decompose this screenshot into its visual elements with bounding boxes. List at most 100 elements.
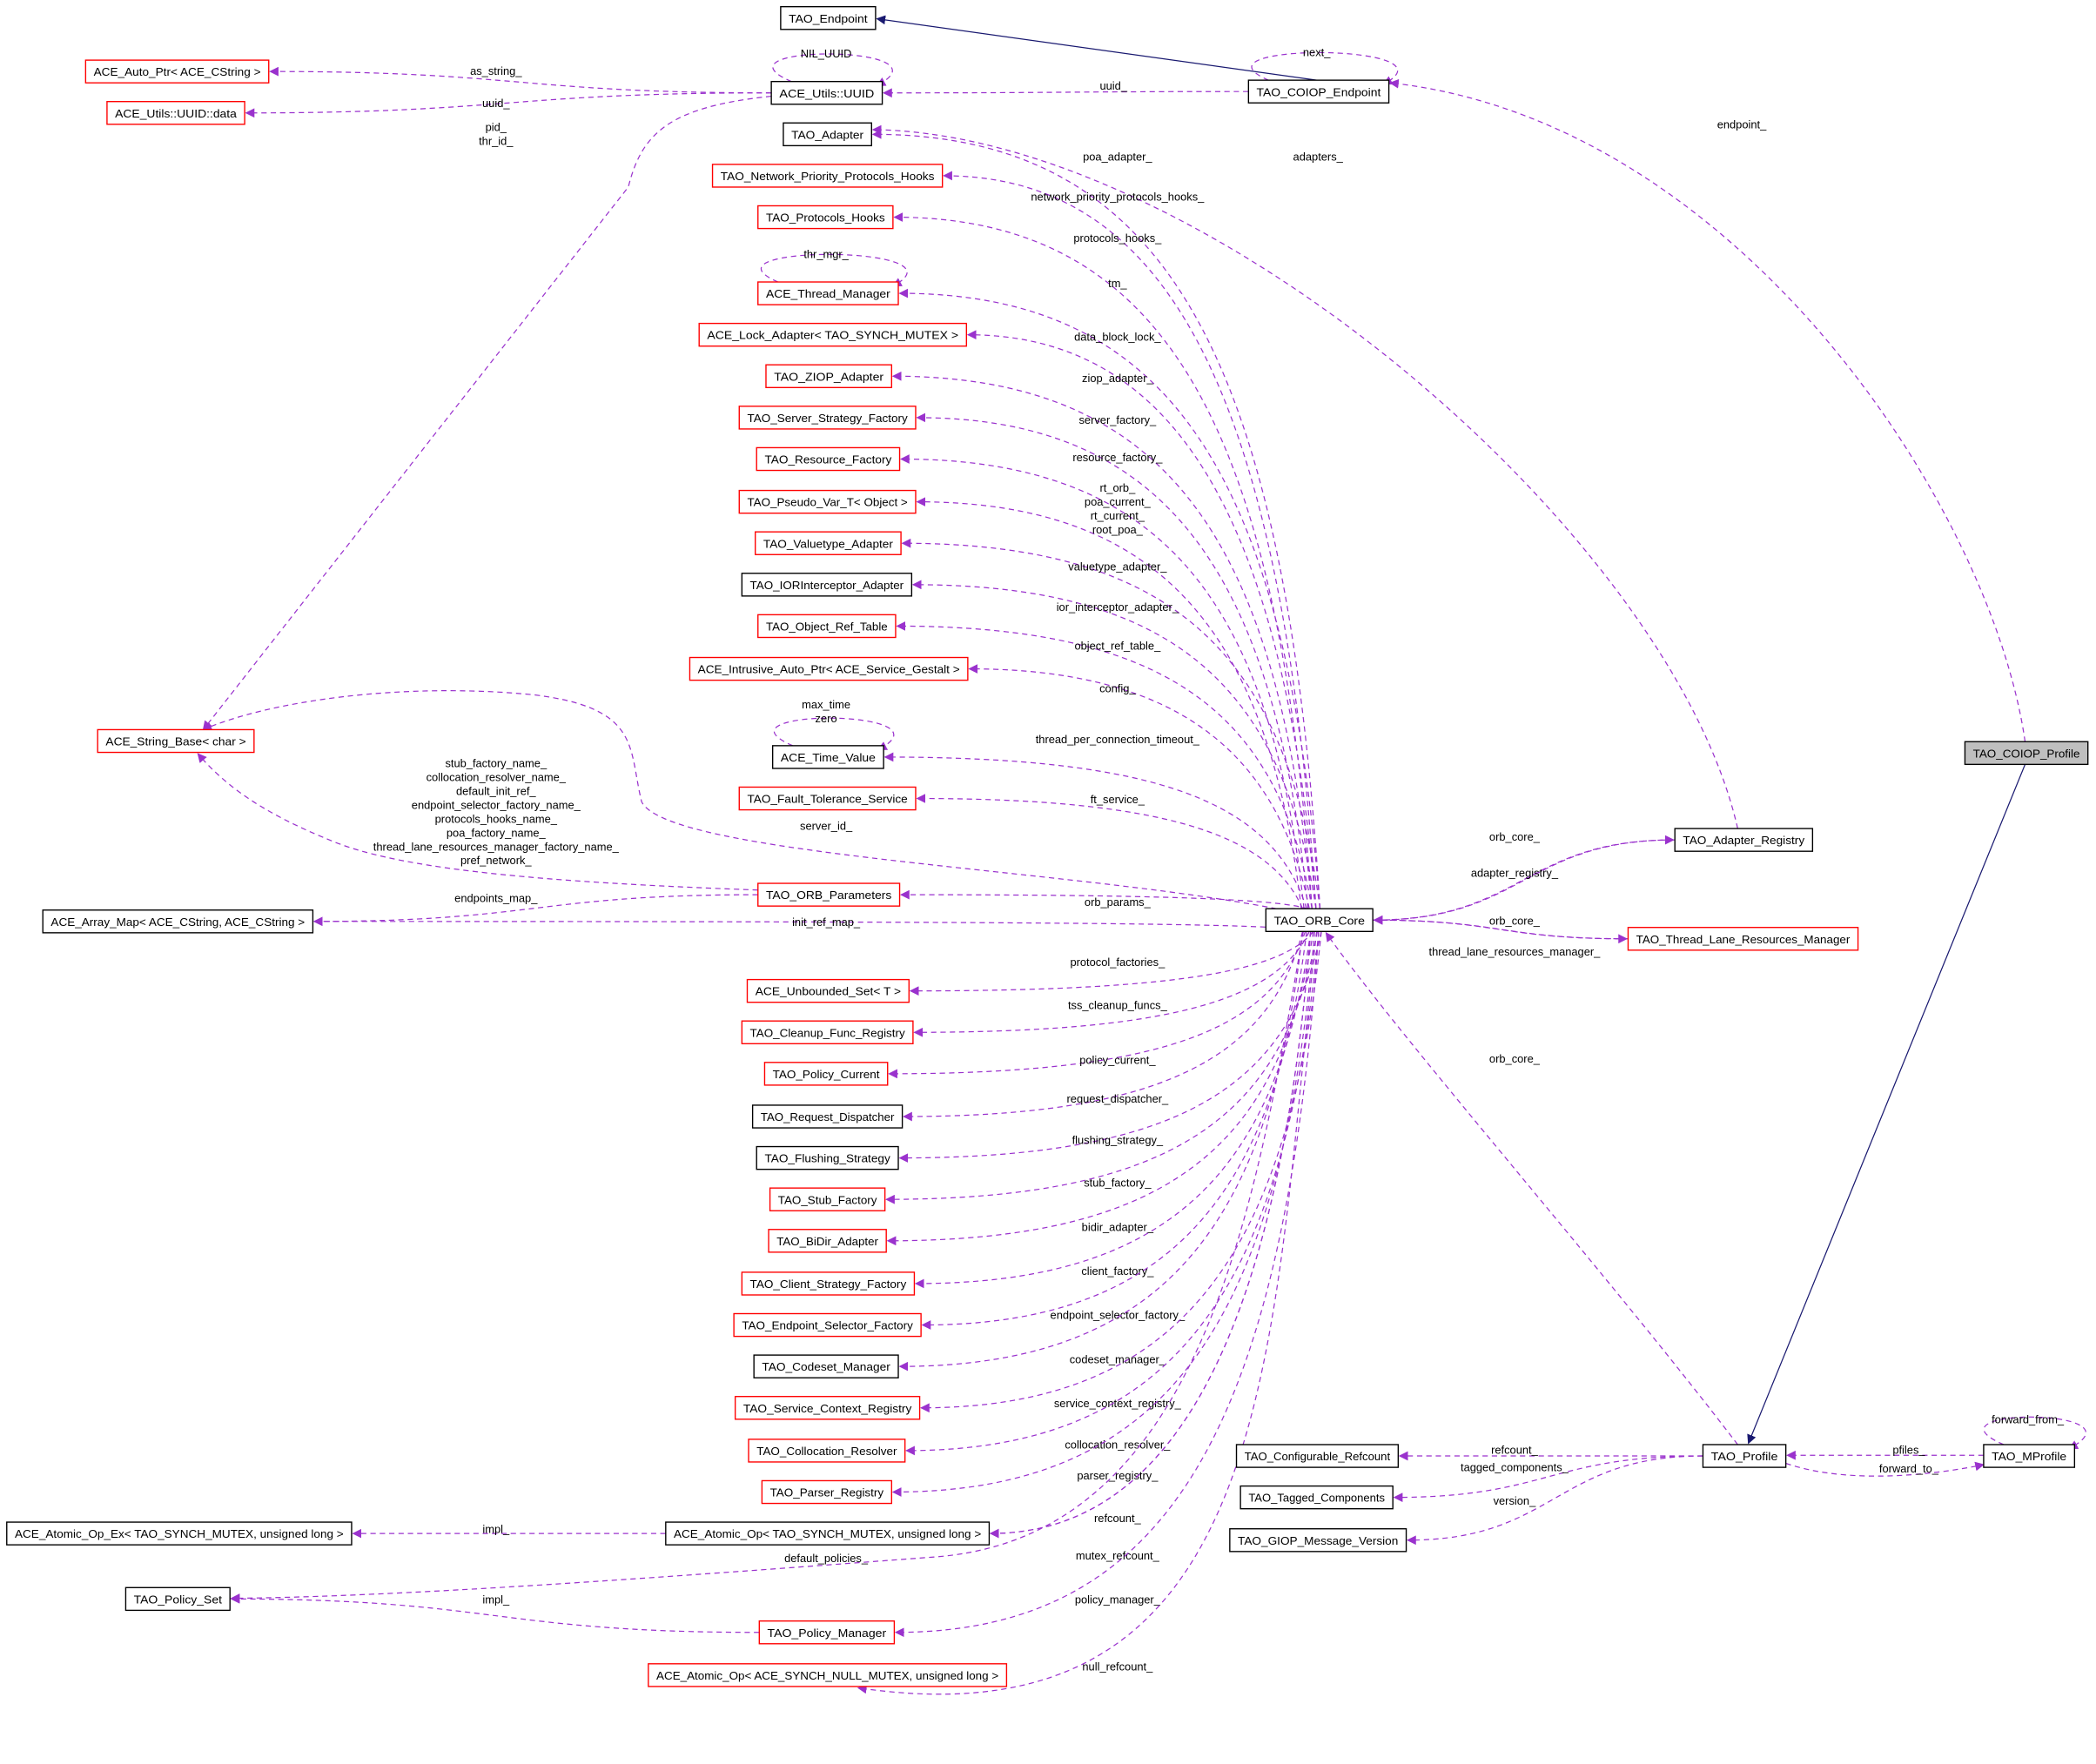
class-node-uuid[interactable]: ACE_Utils::UUID xyxy=(770,80,883,105)
class-node-giop[interactable]: TAO_GIOP_Message_Version xyxy=(1229,1528,1407,1553)
class-node-autoptr[interactable]: ACE_Auto_Ptr< ACE_CString > xyxy=(84,59,270,84)
class-node-timeval[interactable]: ACE_Time_Value xyxy=(771,745,884,769)
edge-orbcore-to-atomicnull: null_refcount_ xyxy=(857,931,1318,1695)
class-name: TAO_Fault_Tolerance_Service xyxy=(747,793,907,806)
edge-label: max_time xyxy=(802,698,850,711)
class-node-colloc[interactable]: TAO_Collocation_Resolver xyxy=(748,1439,906,1463)
edge-label: forward_to_ xyxy=(1879,1462,1939,1475)
class-box xyxy=(757,205,894,230)
class-node-iorint[interactable]: TAO_IORInterceptor_Adapter xyxy=(741,573,913,597)
class-node-esf[interactable]: TAO_Endpoint_Selector_Factory xyxy=(733,1312,922,1338)
class-node-stubf[interactable]: TAO_Stub_Factory xyxy=(769,1187,886,1211)
edge-orbcore-to-cleanup: tss_cleanup_funcs_ xyxy=(913,931,1310,1037)
class-node-protohooks[interactable]: TAO_Protocols_Hooks xyxy=(757,205,894,230)
class-node-atomicex[interactable]: ACE_Atomic_Op_Ex< TAO_SYNCH_MUTEX, unsig… xyxy=(6,1521,353,1546)
class-node-ziop[interactable]: TAO_ZIOP_Adapter xyxy=(765,364,893,389)
class-node-netprio[interactable]: TAO_Network_Priority_Protocols_Hooks xyxy=(711,164,944,188)
class-node-ft[interactable]: TAO_Fault_Tolerance_Service xyxy=(738,786,917,811)
class-node-flush[interactable]: TAO_Flushing_Strategy xyxy=(756,1145,899,1170)
class-name: TAO_Client_Strategy_Factory xyxy=(750,1278,907,1291)
class-node-resf[interactable]: TAO_Resource_Factory xyxy=(756,446,901,472)
usage-arrow xyxy=(900,454,1305,909)
usage-arrow xyxy=(914,931,1312,1289)
class-box xyxy=(124,1586,231,1612)
class-node-polset[interactable]: TAO_Policy_Set xyxy=(124,1586,231,1612)
class-node-bidir[interactable]: TAO_BiDir_Adapter xyxy=(768,1229,887,1253)
usage-arrow xyxy=(911,580,1317,909)
class-node-scr[interactable]: TAO_Service_Context_Registry xyxy=(734,1396,921,1420)
edge-label: policy_manager_ xyxy=(1075,1593,1161,1606)
class-node-tagged[interactable]: TAO_Tagged_Components xyxy=(1239,1485,1394,1510)
class-name: TAO_ORB_Core xyxy=(1274,914,1365,927)
class-name: ACE_Atomic_Op_Ex< TAO_SYNCH_MUTEX, unsig… xyxy=(15,1527,344,1540)
edge-orbcore-to-orbparams: orb_params_ xyxy=(900,889,1308,909)
class-node-valuetype[interactable]: TAO_Valuetype_Adapter xyxy=(755,531,902,555)
usage-arrow xyxy=(898,288,1321,909)
edge-label: thr_mgr_ xyxy=(803,247,849,260)
class-node-polcur[interactable]: TAO_Policy_Current xyxy=(763,1062,889,1086)
class-name: TAO_Request_Dispatcher xyxy=(761,1110,895,1123)
usage-arrow xyxy=(886,931,1314,1246)
class-node-coiopep[interactable]: TAO_COIOP_Endpoint xyxy=(1247,79,1390,104)
class-name: ACE_Array_Map< ACE_CString, ACE_CString … xyxy=(50,916,305,929)
class-node-adreg[interactable]: TAO_Adapter_Registry xyxy=(1674,828,1814,852)
class-name: ACE_String_Base< char > xyxy=(105,735,245,748)
edge-label: uuid_ xyxy=(482,97,510,110)
class-node-objref[interactable]: TAO_Object_Ref_Table xyxy=(757,614,897,639)
class-node-strbase[interactable]: ACE_String_Base< char > xyxy=(97,728,255,754)
class-node-ssf[interactable]: TAO_Server_Strategy_Factory xyxy=(738,406,917,430)
class-box xyxy=(1627,927,1859,951)
edge-orbcore-to-bidir: bidir_adapter_ xyxy=(886,931,1314,1246)
class-node-intrusive[interactable]: ACE_Intrusive_Auto_Ptr< ACE_Service_Gest… xyxy=(689,656,969,681)
class-node-polmgr[interactable]: TAO_Policy_Manager xyxy=(758,1620,896,1645)
edge-label: valuetype_adapter_ xyxy=(1068,560,1167,573)
class-box xyxy=(1964,741,2089,766)
class-node-lockad[interactable]: ACE_Lock_Adapter< TAO_SYNCH_MUTEX > xyxy=(698,322,968,347)
class-node-profile[interactable]: TAO_Profile xyxy=(1702,1444,1787,1468)
edge-label: tss_cleanup_funcs_ xyxy=(1068,998,1168,1011)
class-box xyxy=(783,122,872,147)
class-node-codeset[interactable]: TAO_Codeset_Manager xyxy=(753,1354,899,1378)
class-node-parser[interactable]: TAO_Parser_Registry xyxy=(761,1479,893,1505)
edge-orbcore-to-adreg: adapter_registry_ xyxy=(1373,835,1675,921)
class-node-thrmgr[interactable]: ACE_Thread_Manager xyxy=(757,281,899,305)
class-node-adapter[interactable]: TAO_Adapter xyxy=(783,122,872,147)
edge-label: server_id_ xyxy=(800,820,853,833)
class-name: TAO_Network_Priority_Protocols_Hooks xyxy=(721,170,935,183)
class-node-unbset[interactable]: ACE_Unbounded_Set< T > xyxy=(746,978,910,1003)
class-node-atomicnull[interactable]: ACE_Atomic_Op< ACE_SYNCH_NULL_MUTEX, uns… xyxy=(648,1663,1008,1687)
edge-label: default_policies_ xyxy=(784,1552,869,1565)
class-node-uuiddata[interactable]: ACE_Utils::UUID::data xyxy=(106,101,245,125)
usage-arrow xyxy=(202,690,1277,909)
class-box xyxy=(42,909,314,934)
class-node-tlrm[interactable]: TAO_Thread_Lane_Resources_Manager xyxy=(1627,927,1859,951)
edge-label: tm_ xyxy=(1108,277,1127,290)
class-node-arraymap[interactable]: ACE_Array_Map< ACE_CString, ACE_CString … xyxy=(42,909,314,934)
class-node-confref[interactable]: TAO_Configurable_Refcount xyxy=(1235,1444,1400,1468)
edge-profile-to-confref: refcount_ xyxy=(1398,1444,1703,1461)
usage-arrow xyxy=(900,889,1308,909)
edge-uuid-to-uuiddata: uuid_ xyxy=(245,92,772,118)
class-box xyxy=(733,1312,922,1338)
class-node-pseudo[interactable]: TAO_Pseudo_Var_T< Object > xyxy=(738,489,917,514)
edge-label: stub_factory_ xyxy=(1084,1177,1152,1190)
usage-arrow xyxy=(894,931,1320,1638)
edge-label: version_ xyxy=(1494,1494,1537,1507)
class-box xyxy=(751,1104,904,1129)
class-node-coiopprof[interactable]: TAO_COIOP_Profile xyxy=(1964,741,2089,766)
class-box xyxy=(780,5,877,30)
class-node-atomic[interactable]: ACE_Atomic_Op< TAO_SYNCH_MUTEX, unsigned… xyxy=(665,1521,991,1546)
class-node-reqdisp[interactable]: TAO_Request_Dispatcher xyxy=(751,1104,904,1129)
class-node-cleanup[interactable]: TAO_Cleanup_Func_Registry xyxy=(741,1020,914,1044)
class-node-orbparams[interactable]: TAO_ORB_Parameters xyxy=(757,882,901,907)
class-name: TAO_Service_Context_Registry xyxy=(743,1402,912,1415)
class-node-csf[interactable]: TAO_Client_Strategy_Factory xyxy=(741,1271,916,1296)
nodes-layer: TAO_Endpoint ACE_Auto_Ptr< ACE_CString > A… xyxy=(6,5,2089,1687)
edge-label: refcount_ xyxy=(1491,1444,1539,1457)
class-node-endpoint[interactable]: TAO_Endpoint xyxy=(780,5,877,30)
edge-orbcore-to-ft: ft_service_ xyxy=(916,793,1304,909)
class-node-mprofile[interactable]: TAO_MProfile xyxy=(1983,1444,2076,1468)
class-box xyxy=(756,1145,899,1170)
class-node-orbcore[interactable]: TAO_ORB_Core xyxy=(1265,908,1374,933)
class-name: TAO_Pseudo_Var_T< Object > xyxy=(747,496,907,509)
